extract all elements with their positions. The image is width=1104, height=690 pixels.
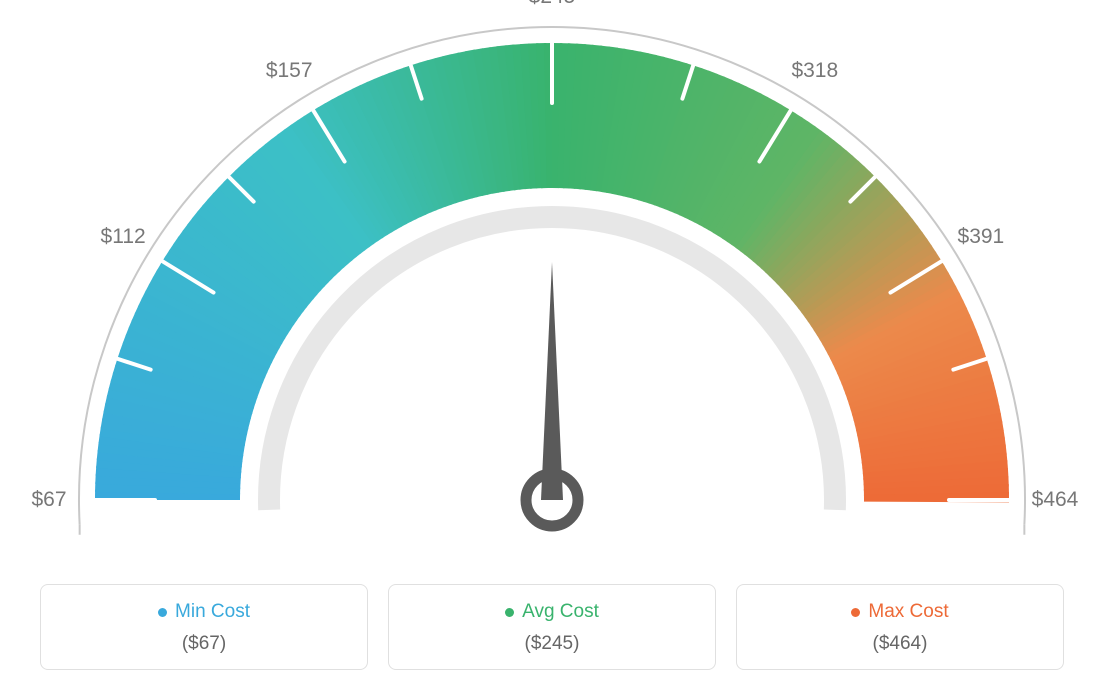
legend-avg-value: ($245): [389, 633, 715, 655]
legend-max-label: Max Cost: [737, 601, 1063, 623]
cost-gauge-chart: $67 $112 $157 $245 $318 $391 $464 Min Cost ($6…: [0, 0, 1104, 690]
legend-max-text: Max Cost: [868, 601, 948, 623]
legend-min-card: Min Cost ($67): [40, 584, 368, 670]
legend-avg-card: Avg Cost ($245): [388, 584, 716, 670]
legend-row: Min Cost ($67) Avg Cost ($245) Max Cost …: [40, 584, 1064, 670]
gauge-tick-label: $112: [101, 225, 146, 249]
legend-min-label: Min Cost: [41, 601, 367, 623]
gauge-tick-label: $391: [958, 225, 1005, 249]
gauge-tick-label: $157: [266, 59, 313, 83]
legend-max-value: ($464): [737, 633, 1063, 655]
gauge-tick-label: $464: [1032, 488, 1079, 512]
gauge-svg: [0, 0, 1104, 560]
gauge-area: $67 $112 $157 $245 $318 $391 $464: [0, 0, 1104, 560]
legend-max-dot: [851, 608, 860, 617]
legend-min-dot: [158, 608, 167, 617]
legend-avg-label: Avg Cost: [389, 601, 715, 623]
gauge-tick-label: $318: [791, 59, 838, 83]
legend-min-text: Min Cost: [175, 601, 250, 623]
gauge-tick-label: $245: [529, 0, 576, 9]
legend-avg-dot: [505, 608, 514, 617]
legend-avg-text: Avg Cost: [522, 601, 599, 623]
gauge-tick-label: $67: [31, 488, 66, 512]
legend-max-card: Max Cost ($464): [736, 584, 1064, 670]
legend-min-value: ($67): [41, 633, 367, 655]
